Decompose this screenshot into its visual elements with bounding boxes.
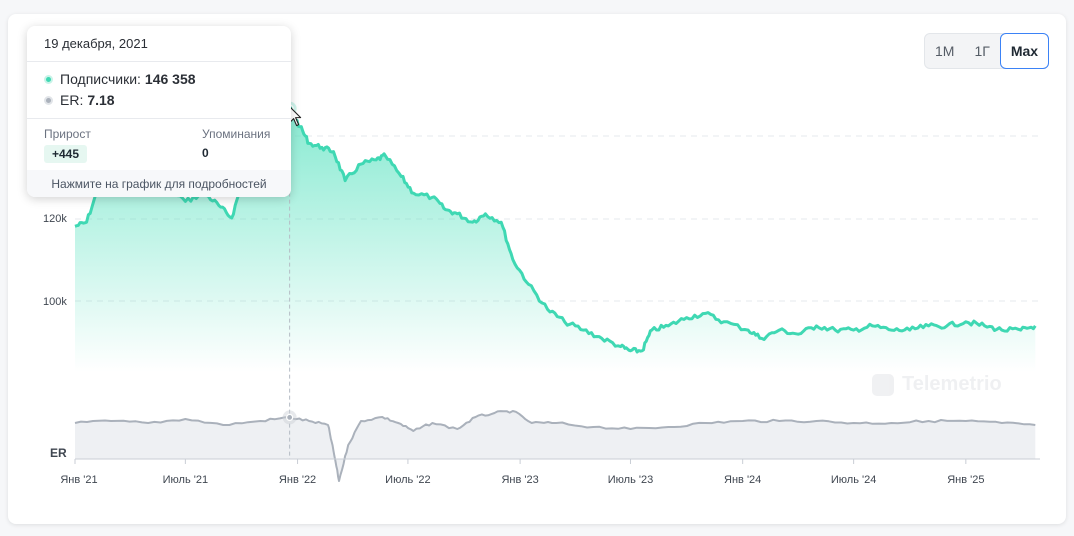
er-line [74,410,1036,482]
tooltip-footer[interactable]: Нажмите на график для подробностей [27,170,291,197]
x-tick-label: Янв '25 [947,474,984,486]
tooltip-mentions-label: Упоминания [202,127,271,141]
x-tick-label: Янв '22 [279,474,316,486]
grid-lines [75,135,1040,302]
subscribers-dot-icon [44,74,53,84]
watermark-logo-icon [872,373,894,396]
watermark-text: Telemetrio [902,373,1002,395]
range-selector: 1M 1Г Max [924,33,1050,69]
tooltip-growth-label: Прирост [44,127,91,141]
y-tick-label: 120k [43,213,67,225]
range-button-max[interactable]: Max [999,33,1050,69]
watermark: Telemetrio [872,373,1002,396]
tooltip-divider [27,118,291,119]
chart-tooltip: 19 декабря, 2021 Подписчики: 146 358 ER:… [27,26,291,197]
er-axis-label: ER [50,446,67,460]
y-axis: 100k 120k ER [43,213,67,460]
x-tick-label: Янв '23 [501,474,538,486]
tooltip-er-label: ER: [60,92,84,108]
range-button-1y[interactable]: 1Г [974,43,990,59]
tooltip-er-row: ER: 7.18 [44,92,115,108]
x-tick-label: Июль '21 [163,474,208,486]
x-tick-label: Июль '22 [385,474,430,486]
subscribers-line [74,107,1037,354]
tooltip-er-value: 7.18 [87,92,115,108]
x-tick-label: Июль '23 [608,474,653,486]
tooltip-subscribers-label: Подписчики: [60,71,141,87]
tooltip-divider [27,61,291,62]
y-tick-label: 100k [43,296,67,308]
tooltip-date: 19 декабря, 2021 [44,36,148,51]
er-dot-icon [44,95,53,105]
er-highlight-point [286,413,294,421]
er-area [75,411,1036,481]
range-button-1m[interactable]: 1M [935,43,955,59]
subscribers-series [74,107,1037,372]
x-tick-label: Июль '24 [831,474,876,486]
tooltip-mentions-value: 0 [202,146,209,160]
x-tick-label: Янв '24 [724,474,761,486]
tooltip-subscribers-value: 146 358 [144,71,196,87]
x-axis: Янв '21 Июль '21 Янв '22 Июль '22 Янв '23 Июл… [60,458,1040,486]
x-tick-label: Янв '21 [60,474,97,486]
tooltip-growth-value: +445 [44,145,88,163]
er-series [74,410,1036,482]
subscribers-area [75,108,1036,372]
tooltip-subscribers-row: Подписчики: 146 358 [44,71,196,87]
